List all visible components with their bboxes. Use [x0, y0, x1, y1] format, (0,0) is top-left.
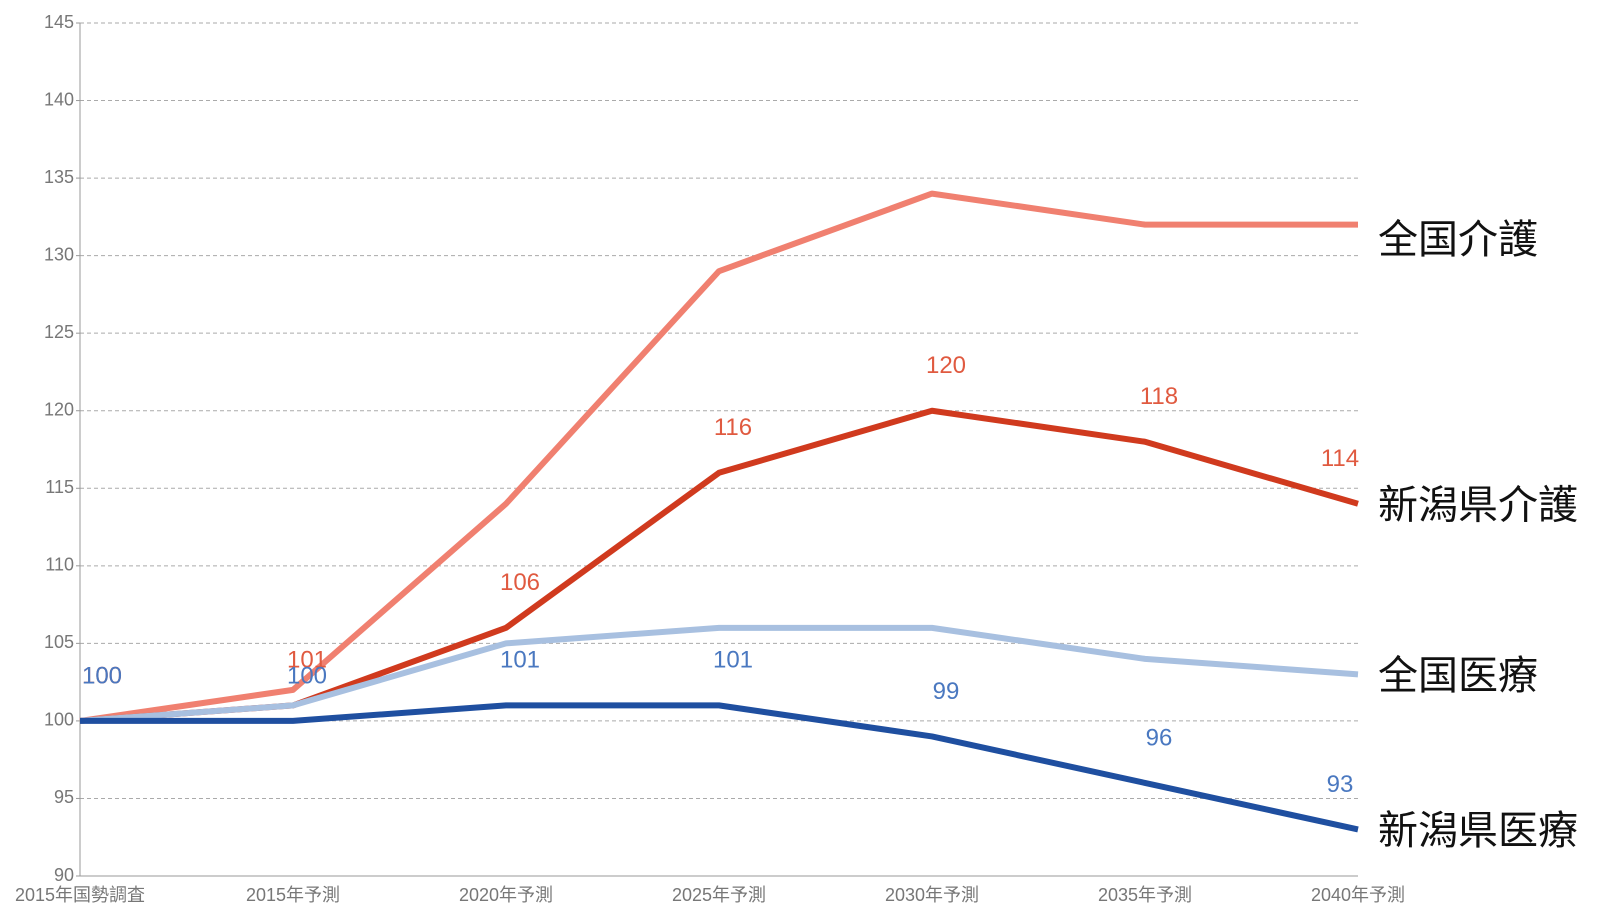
y-tick-label: 105 — [44, 632, 74, 652]
data-label: 101 — [713, 647, 753, 674]
x-tick-label: 2025年予測 — [672, 885, 766, 905]
y-tick-label: 110 — [45, 555, 74, 575]
data-label: 100 — [287, 662, 327, 689]
y-tick-label: 120 — [44, 399, 74, 419]
series-line — [79, 624, 1359, 724]
x-tick-label: 2020年予測 — [459, 885, 553, 905]
series-line — [79, 190, 1358, 724]
data-label: 100 — [82, 662, 122, 689]
data-label: 120 — [926, 352, 966, 379]
y-tick-label: 145 — [44, 12, 74, 32]
series-line — [80, 702, 1359, 833]
x-tick-label: 2030年予測 — [885, 885, 979, 905]
data-label: 99 — [933, 678, 960, 705]
series-name: 全国医療 — [1378, 654, 1538, 698]
series-name: 新潟県介護 — [1378, 483, 1578, 527]
data-label: 116 — [714, 414, 752, 441]
data-label: 101 — [500, 647, 540, 674]
series-name: 新潟県医療 — [1378, 809, 1578, 853]
y-tick-label: 125 — [44, 322, 74, 342]
y-tick-label: 90 — [54, 865, 74, 885]
data-label: 106 — [500, 569, 540, 596]
data-label: 93 — [1327, 771, 1354, 798]
data-label: 114 — [1321, 445, 1359, 472]
x-tick-label: 2015年予測 — [246, 885, 340, 905]
data-label: 118 — [1140, 383, 1178, 410]
y-tick-label: 130 — [44, 244, 74, 264]
y-tick-label: 135 — [44, 167, 74, 187]
y-tick-label: 95 — [54, 787, 74, 807]
y-tick-label: 100 — [44, 710, 74, 730]
x-tick-label: 2015年国勢調査 — [15, 885, 145, 905]
data-label: 101 — [287, 647, 327, 674]
y-tick-label: 115 — [45, 477, 74, 497]
y-tick-label: 140 — [44, 89, 74, 109]
x-tick-label: 2035年予測 — [1098, 885, 1192, 905]
data-label: 96 — [1146, 724, 1173, 751]
series-name: 全国介護 — [1378, 218, 1538, 262]
data-label: 100 — [82, 662, 122, 689]
x-tick-label: 2040年予測 — [1311, 885, 1405, 905]
